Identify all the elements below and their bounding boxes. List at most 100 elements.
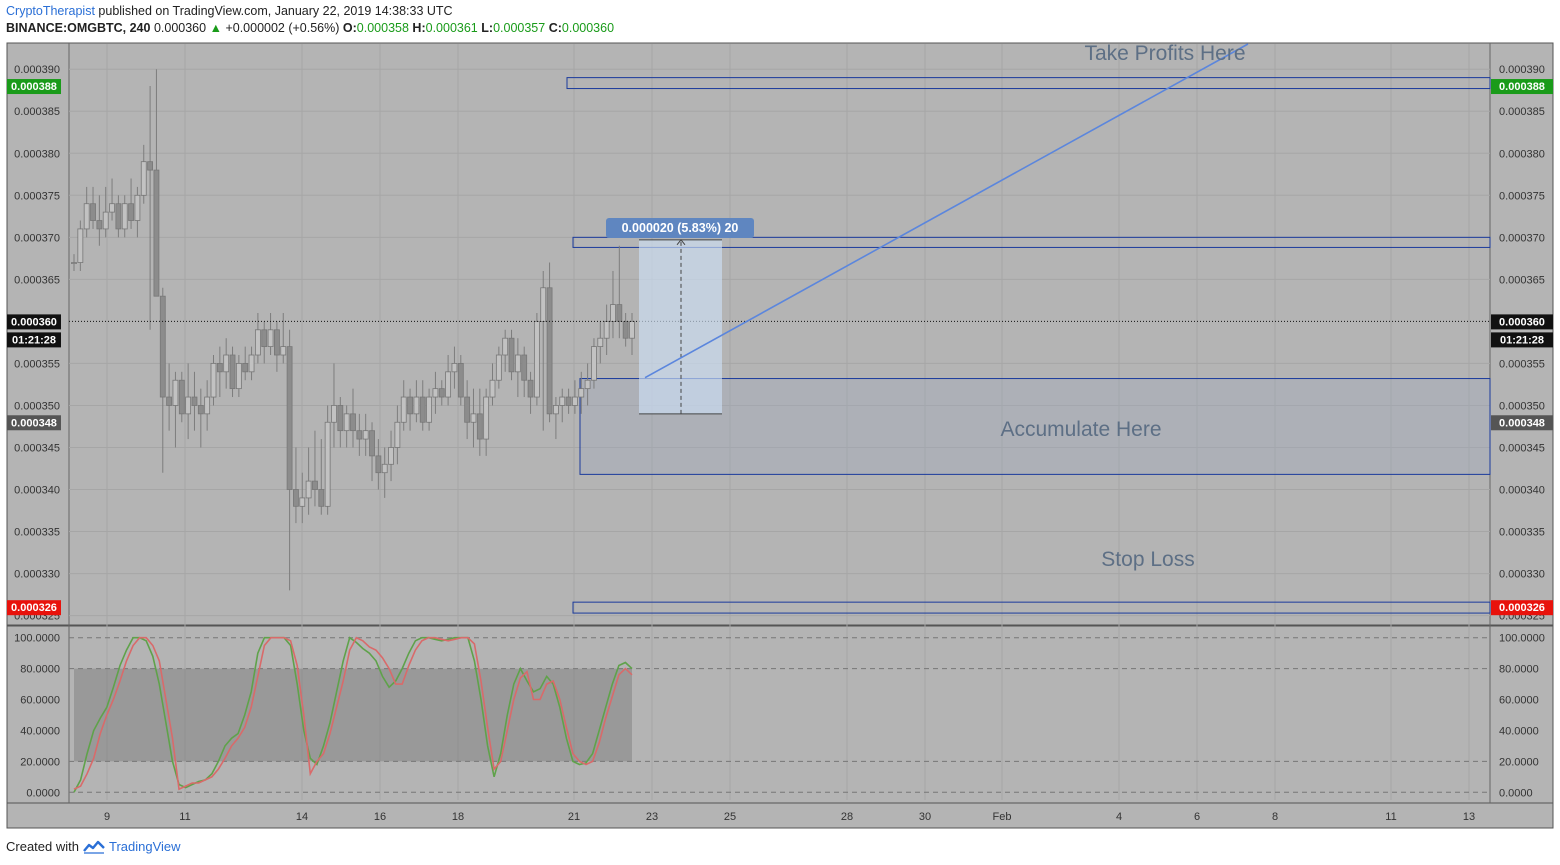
price-label-left-bg [7,314,61,330]
candle-up [502,337,509,356]
tradingview-link[interactable]: TradingView [108,839,181,854]
candle-up [248,354,255,373]
candle-down [476,413,483,440]
candle-down [457,363,464,398]
up-arrow-icon: ▲ [209,21,222,35]
candle-up [331,405,337,423]
y-tick-label-left: 0.000365 [14,274,60,286]
price-label-left: 0.000360 [11,316,57,328]
candle-down [229,354,236,390]
candle-up [223,354,230,373]
annotation-text: Take Profits Here [1084,42,1245,65]
candle-up [121,203,128,230]
candle-down [438,388,445,398]
candle-down [191,396,198,406]
y-tick-label-left: 0.000355 [14,358,60,370]
candle-down [286,346,293,490]
low-label: L: [481,21,494,35]
stoch-tick-left: 20.0000 [20,756,60,768]
candle-down [337,405,344,432]
y-tick-label-left: 0.000350 [14,400,60,412]
candle-up [388,447,394,465]
x-tick-label: 16 [374,811,386,823]
price-label-left-bg [7,415,61,431]
candle-down [464,396,471,423]
y-tick-label-right: 0.000340 [1499,485,1545,497]
candle-up [470,413,477,423]
x-tick-label: 13 [1463,811,1475,823]
high-value: 0.000361 [425,21,478,35]
candle-down [407,396,413,415]
candle-up [299,497,306,507]
candle-up [394,421,401,448]
stoch-tick-right: 20.0000 [1499,756,1539,768]
y-tick-label-right: 0.000380 [1499,148,1545,160]
candle-up [578,388,585,398]
candle-up [572,396,578,406]
stoch-pane-bg [6,625,1554,804]
y-tick-label-right: 0.000385 [1499,106,1545,118]
candle-down [166,396,173,406]
y-tick-label-left: 0.000390 [14,64,60,76]
y-tick-label-left: 0.000345 [14,442,60,454]
candle-up [483,396,490,440]
candle-down [527,379,534,398]
candle-up [597,337,604,348]
candle-down [261,329,268,348]
x-tick-label: Feb [993,811,1012,823]
stoch-tick-left: 60.0000 [20,695,60,707]
candle-up [343,413,350,432]
x-tick-label: 25 [724,811,736,823]
y-tick-label-left: 0.000375 [14,190,60,202]
high-label: H: [412,21,426,35]
candle-down [369,430,375,457]
candle-down [546,287,553,415]
price-label-right: 01:21:28 [1500,334,1544,346]
price-label-right-bg [1491,332,1553,348]
y-tick-label-right: 0.000350 [1499,400,1545,412]
price-label-right-bg [1491,79,1553,95]
symbol-label: BINANCE:OMGBTC, 240 [6,21,151,35]
price-label-right-bg [1491,600,1553,616]
x-tick-label: 18 [452,811,464,823]
stoch-tick-left: 40.0000 [20,725,60,737]
candle-down [159,295,166,398]
candle-up [445,371,452,398]
low-value: 0.000357 [493,21,546,35]
price-label-right: 0.000326 [1499,602,1545,614]
candle-up [77,228,84,263]
candle-down [147,161,153,171]
candle-down [115,203,122,230]
candle-down [90,203,96,221]
candle-down [274,329,280,356]
stoch-tick-left: 80.0000 [20,664,60,676]
candle-down [242,363,249,373]
y-tick-label-left: 0.000385 [14,106,60,118]
candle-up [553,405,559,415]
change-text: +0.000002 (+0.56%) [225,21,340,35]
price-label-left-bg [7,332,61,348]
created-with-text: Created with [6,839,79,854]
price-label-right-bg [1491,415,1553,431]
candle-up [426,396,432,423]
candle-up [591,346,597,381]
candle-up [305,480,312,499]
x-tick-label: 6 [1194,811,1200,823]
annotation-text: Stop Loss [1101,548,1194,571]
y-tick-label-left: 0.000335 [14,527,60,539]
author-link[interactable]: CryptoTherapist [6,4,95,18]
candle-up [603,320,610,339]
candle-down [318,489,325,507]
price-label-left-bg [7,600,61,616]
candle-up [140,161,147,196]
candle-down [521,354,528,381]
stoch-tick-right: 40.0000 [1499,725,1539,737]
candle-up [83,203,90,230]
candle-down [312,480,318,490]
published-text: published on TradingView.com, January 22… [98,4,453,18]
price-label-right: 0.000388 [1499,81,1545,93]
stoch-band [74,668,632,762]
candle-up [254,329,261,356]
stoch-tick-right: 0.0000 [1499,787,1533,799]
